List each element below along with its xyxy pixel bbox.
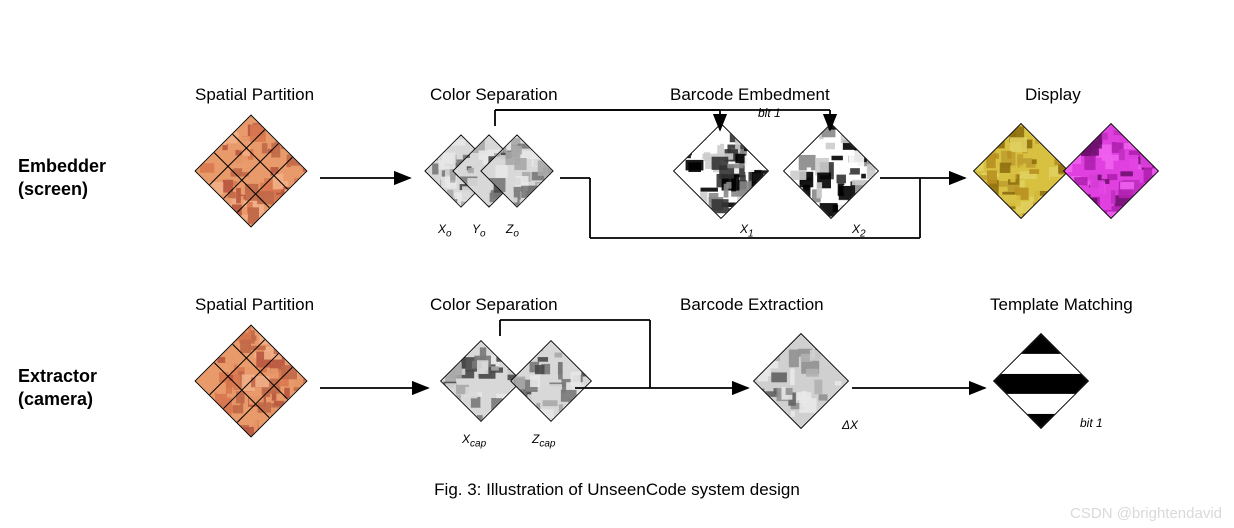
display-a-diamond — [973, 123, 1069, 219]
label-X1: X1 — [740, 222, 754, 239]
embed-x1-diamond — [673, 123, 769, 219]
embedder-row-label: Embedder (screen) — [18, 155, 106, 200]
extraction-dx-diamond — [753, 333, 849, 429]
embedder-title: Embedder — [18, 156, 106, 176]
watermark: CSDN @brightendavid — [1070, 505, 1222, 522]
label-barcode-embedment: Barcode Embedment — [670, 85, 830, 105]
label-Xcap: Xcap — [462, 432, 486, 449]
figure-caption: Fig. 3: Illustration of UnseenCode syste… — [0, 480, 1234, 500]
colorsep2-diamond-1 — [510, 340, 592, 422]
label-color-separation-1: Color Separation — [430, 85, 558, 105]
label-bit1-top: bit 1 — [758, 106, 781, 120]
label-Yo: Yo — [472, 222, 486, 239]
spatial-partition-2-diamond — [194, 324, 307, 437]
extractor-subtitle: (camera) — [18, 389, 93, 409]
embed-x2-diamond — [783, 123, 879, 219]
label-barcode-extraction: Barcode Extraction — [680, 295, 824, 315]
extractor-title: Extractor — [18, 366, 97, 386]
arrows-layer — [0, 0, 1234, 528]
label-display: Display — [1025, 85, 1081, 105]
label-color-separation-2: Color Separation — [430, 295, 558, 315]
template-matching-diamond — [993, 333, 1089, 429]
extractor-row-label: Extractor (camera) — [18, 365, 97, 410]
label-template-matching: Template Matching — [990, 295, 1133, 315]
label-spatial-partition-1: Spatial Partition — [195, 85, 314, 105]
label-spatial-partition-2: Spatial Partition — [195, 295, 314, 315]
label-X2: X2 — [852, 222, 866, 239]
label-dX: ΔX — [842, 418, 858, 432]
label-bit1-bot: bit 1 — [1080, 416, 1103, 430]
embedder-subtitle: (screen) — [18, 179, 88, 199]
label-Zo: Zo — [506, 222, 519, 239]
display-b-diamond — [1063, 123, 1159, 219]
label-Zcap: Zcap — [532, 432, 555, 449]
label-Xo: Xo — [438, 222, 452, 239]
spatial-partition-1-diamond — [194, 114, 307, 227]
